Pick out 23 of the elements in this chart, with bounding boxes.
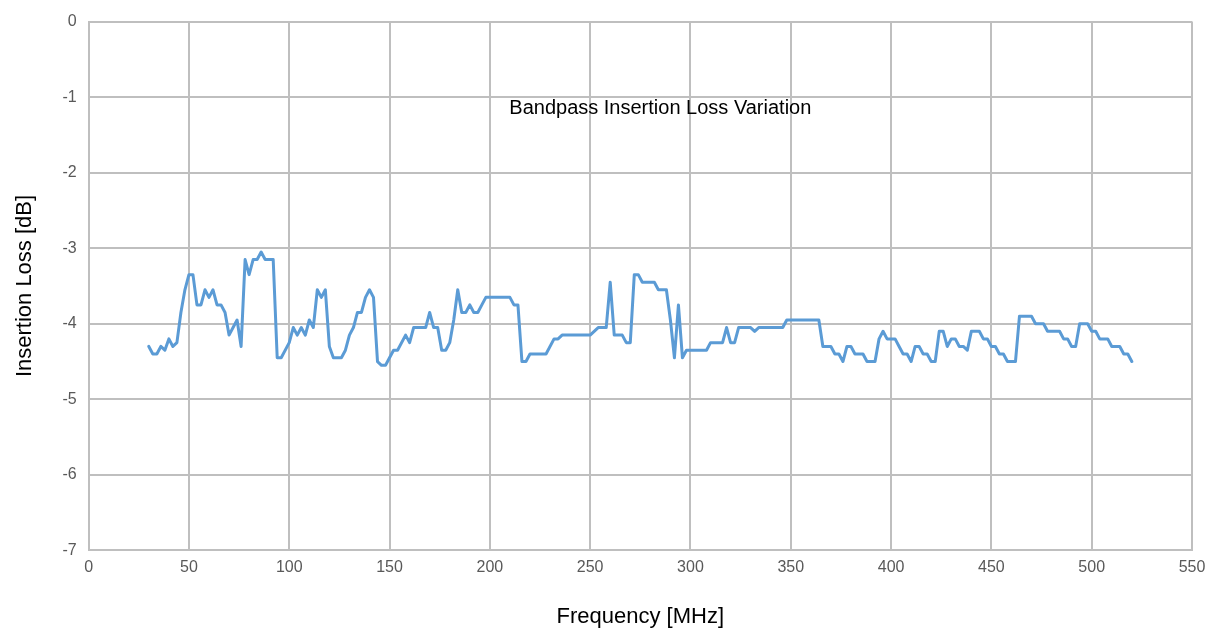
x-tick-label: 450 [978, 558, 1005, 576]
y-tick-label: -7 [62, 540, 77, 558]
y-tick-label: -5 [62, 389, 77, 407]
x-tick-label: 500 [1078, 558, 1106, 576]
y-tick-label: -3 [62, 238, 77, 256]
x-tick-label: 550 [1178, 558, 1206, 576]
y-tick-label: 0 [67, 12, 77, 30]
x-tick-label: 250 [576, 558, 604, 576]
text: Bandpass Insertion Loss Variation [509, 96, 812, 119]
x-tick-label: 150 [376, 558, 403, 576]
x-tick-label: 300 [677, 558, 704, 576]
x-axis-title: Frequency [MHz] [556, 602, 725, 628]
x-tick-label: 350 [777, 558, 805, 576]
y-axis-title: Insertion Loss [dB] [11, 194, 37, 378]
y-tick-label: -4 [62, 314, 77, 332]
x-tick-label: 50 [180, 558, 198, 576]
x-tick-label: 0 [84, 558, 94, 576]
x-tick-label: 200 [476, 558, 504, 576]
x-tick-label: 400 [877, 558, 905, 576]
y-tick-label: -2 [62, 163, 77, 181]
y-tick-label: -6 [62, 465, 77, 483]
x-tick-label: 100 [275, 558, 303, 576]
y-tick-label: -1 [62, 87, 77, 105]
